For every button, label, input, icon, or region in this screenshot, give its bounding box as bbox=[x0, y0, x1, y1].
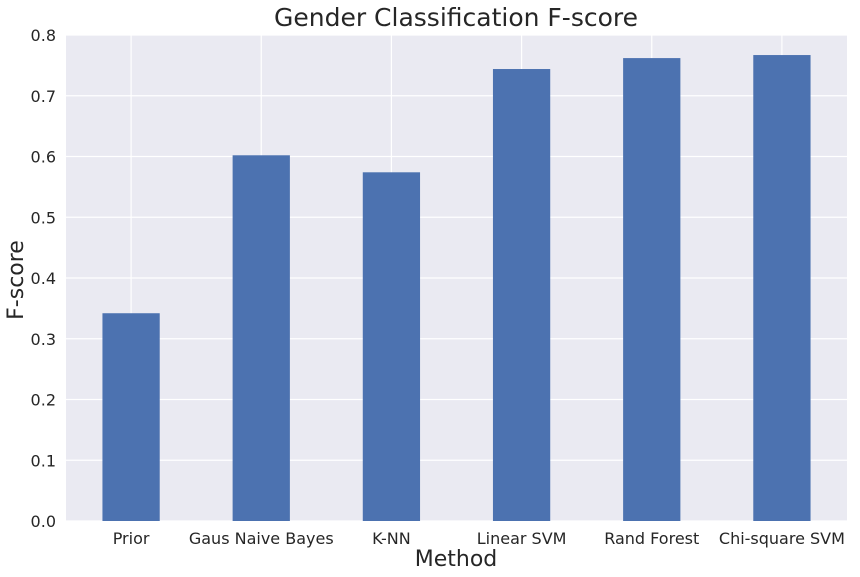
y-tick-label: 0.8 bbox=[31, 26, 56, 45]
x-axis-label: Method bbox=[415, 547, 498, 572]
y-tick-label: 0.5 bbox=[31, 208, 56, 227]
y-tick-label: 0.3 bbox=[31, 330, 56, 349]
bar-prior bbox=[102, 313, 160, 521]
y-tick-label: 0.1 bbox=[31, 451, 56, 470]
y-axis-ticks: 0.0 0.1 0.2 0.3 0.4 0.5 0.6 0.7 0.8 bbox=[31, 26, 56, 531]
chart-title: Gender Classification F-score bbox=[274, 3, 638, 32]
bar-k-nn bbox=[362, 172, 421, 522]
y-axis-label: F-score bbox=[4, 240, 29, 320]
y-tick-label: 0.4 bbox=[31, 269, 56, 288]
bar-linear-svm bbox=[492, 69, 551, 522]
x-tick-label: Gaus Naive Bayes bbox=[189, 529, 334, 548]
x-tick-label: K-NN bbox=[372, 529, 411, 548]
x-tick-label: Prior bbox=[113, 529, 150, 548]
bar-chi-square-svm bbox=[753, 55, 811, 522]
y-tick-label: 0.7 bbox=[31, 87, 56, 106]
bars bbox=[102, 55, 811, 522]
y-tick-label: 0.2 bbox=[31, 391, 56, 410]
x-tick-label: Linear SVM bbox=[477, 529, 567, 548]
x-tick-label: Rand Forest bbox=[604, 529, 699, 548]
bar-gaus-naive-bayes bbox=[232, 155, 290, 521]
y-tick-label: 0.0 bbox=[31, 512, 56, 531]
y-tick-label: 0.6 bbox=[31, 148, 56, 167]
bar-rand-forest bbox=[623, 58, 681, 522]
x-tick-label: Chi-square SVM bbox=[719, 529, 845, 548]
x-axis-ticks: Prior Gaus Naive Bayes K-NN Linear SVM Rand … bbox=[113, 529, 845, 548]
